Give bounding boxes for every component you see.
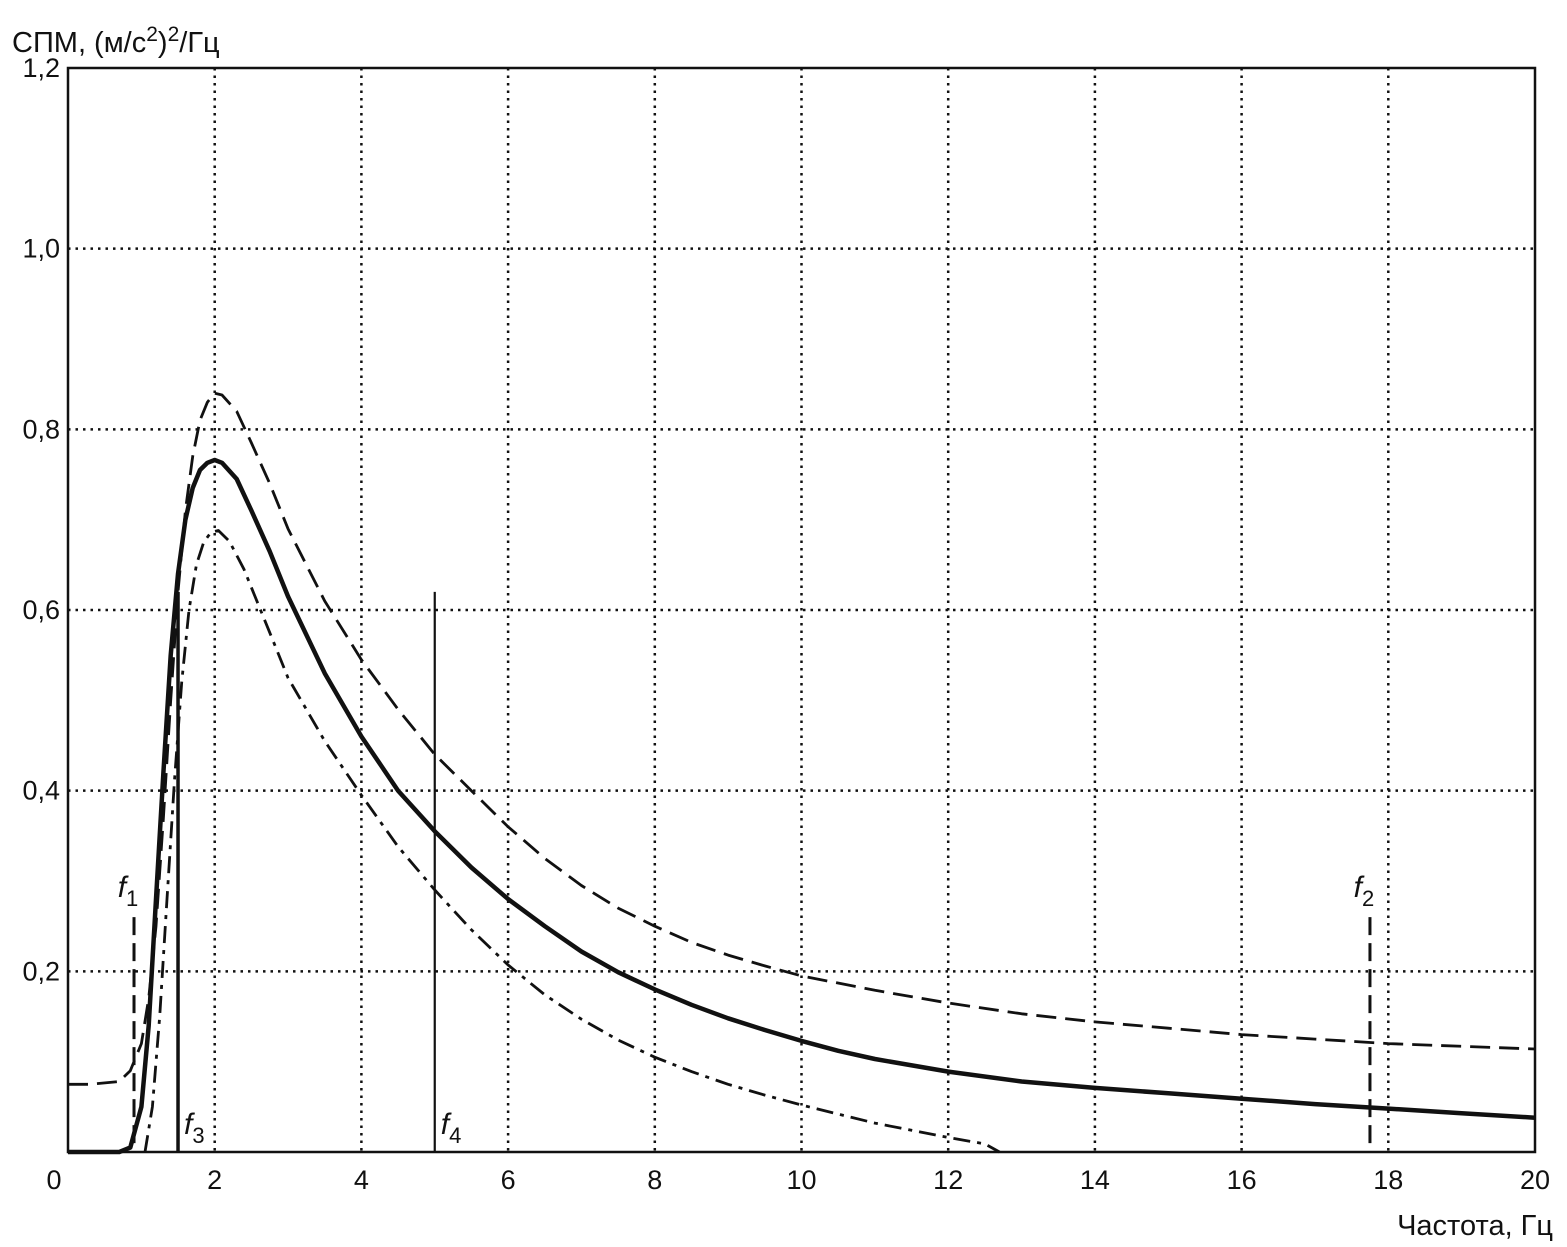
x-tick-label: 20 [1520,1165,1550,1195]
x-tick-label: 10 [786,1165,816,1195]
series-line-dashdot [143,529,1001,1154]
y-tick-label: 0,8 [22,414,60,444]
plot-frame [66,66,1537,1154]
curves [68,391,1536,1155]
x-tick-label: 4 [354,1165,369,1195]
y-tick-label: 0,6 [22,595,60,625]
y-tick-label: 0,4 [22,776,60,806]
y-tick-label: 1,2 [22,53,60,83]
marker-label-f4: f4 [441,1108,462,1148]
x-tick-label: 12 [933,1165,963,1195]
x-tick-label: 0 [46,1165,61,1195]
x-tick-label: 14 [1080,1165,1110,1195]
series-line-solid [68,457,1536,1155]
marker-label-f3: f3 [184,1108,205,1148]
y-tick-label: 1,0 [22,234,60,264]
grid-lines [68,68,1535,1152]
x-tick-label: 18 [1373,1165,1403,1195]
tick-labels: 0 2 4 6 8 10 12 14 16 18 20 0,2 0,4 0,6 0,8 1,0 1,2 [22,53,1550,1195]
x-tick-label: 16 [1227,1165,1257,1195]
series-line-dashed [68,391,1536,1086]
x-tick-label: 6 [501,1165,516,1195]
x-tick-label: 2 [207,1165,222,1195]
x-axis-title: Частота, Гц [1397,1210,1553,1242]
y-tick-label: 0,2 [22,956,60,986]
marker-label-f1: f1 [118,871,139,911]
x-tick-label: 8 [647,1165,662,1195]
y-axis-title: СПМ, (м/с2)2/Гц [12,23,220,59]
marker-label-f2: f2 [1354,871,1375,911]
frequency-markers: f1 f2 f3 f4 [118,591,1375,1152]
